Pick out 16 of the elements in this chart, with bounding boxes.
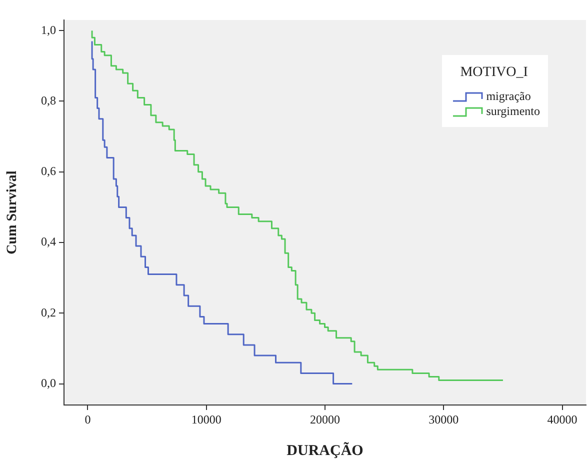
legend-label: migração [486, 89, 531, 104]
x-tick-label: 40000 [547, 412, 578, 426]
x-axis-title: DURAÇÃO [286, 442, 364, 459]
x-tick-label: 30000 [428, 412, 459, 426]
legend-label: surgimento [486, 104, 540, 119]
x-tick-label: 0 [84, 412, 91, 426]
y-tick-label: 0,4 [41, 234, 56, 249]
x-tick-label: 10000 [191, 412, 222, 426]
y-tick-label: 0,8 [41, 93, 56, 108]
y-tick-label: 0,0 [41, 376, 56, 390]
y-tick-label: 1,0 [41, 22, 56, 37]
y-axis-title: Cum Survival [5, 170, 20, 254]
y-tick-label: 0,2 [41, 305, 56, 320]
y-tick-label: 0,6 [41, 164, 56, 178]
x-tick-label: 20000 [310, 412, 340, 426]
legend-title: MOTIVO_I [460, 65, 529, 81]
